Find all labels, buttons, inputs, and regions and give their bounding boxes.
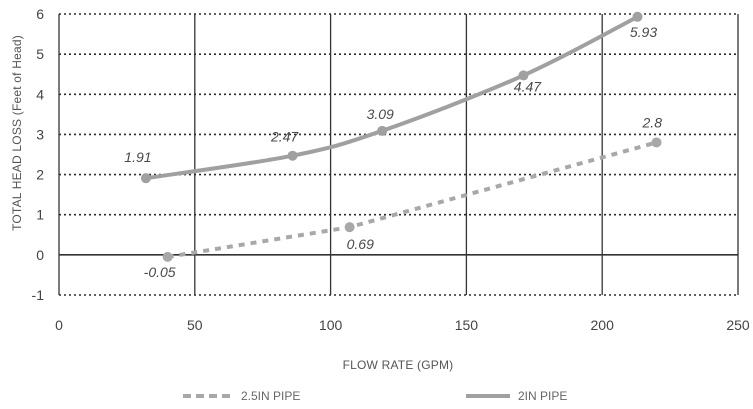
- data-label-2in-pipe-2: 3.09: [367, 106, 394, 122]
- y-tick-label-6: 6: [36, 6, 44, 22]
- data-label-2in-pipe-1: 2.47: [270, 129, 299, 145]
- x-tick-label-200: 200: [591, 317, 615, 333]
- grid: [58, 13, 739, 296]
- data-point-2in-pipe-4: [632, 11, 643, 22]
- series-layer: [140, 11, 662, 262]
- data-point-2-5in-pipe-2: [651, 137, 662, 148]
- data-point-2-5in-pipe-1: [344, 222, 355, 233]
- y-tick-label-0: 0: [36, 247, 44, 263]
- data-labels: -0.05 0.69 2.8 1.91 2.47 3.09 4.47 5.93: [124, 24, 662, 280]
- x-axis-title: FLOW RATE (GPM): [343, 358, 454, 372]
- data-label-2-5in-pipe-0: -0.05: [144, 264, 176, 280]
- y-tick-label-1: 1: [36, 207, 44, 223]
- data-point-2in-pipe-1: [287, 150, 298, 161]
- data-label-2in-pipe-0: 1.91: [124, 149, 151, 165]
- x-tick-label-250: 250: [726, 317, 750, 333]
- y-tick-label-3: 3: [36, 126, 44, 142]
- data-label-2-5in-pipe-2: 2.8: [642, 114, 663, 130]
- x-tick-label-50: 50: [187, 317, 203, 333]
- series-line-2-5in-pipe: [167, 140, 658, 259]
- x-tick-label-150: 150: [455, 317, 479, 333]
- y-tick-label-2: 2: [36, 167, 44, 183]
- data-label-2-5in-pipe-1: 0.69: [347, 236, 374, 252]
- data-point-2in-pipe-2: [377, 125, 388, 136]
- x-tick-label-100: 100: [319, 317, 343, 333]
- legend-label-2-5in-pipe: 2.5IN PIPE: [241, 389, 300, 403]
- data-point-2in-pipe-3: [518, 70, 529, 81]
- y-axis-title: TOTAL HEAD LOSS (Feet of Head): [10, 35, 24, 231]
- legend: 2.5IN PIPE 2IN PIPE: [183, 389, 567, 403]
- y-tick-label-1: -1: [32, 287, 45, 303]
- legend-label-2in-pipe: 2IN PIPE: [518, 389, 567, 403]
- y-tick-label-5: 5: [36, 46, 44, 62]
- series-line-2in-pipe: [145, 15, 639, 181]
- data-point-2-5in-pipe-0: [162, 251, 173, 262]
- tick-labels: -1 0 1 2 3 4 5 6 0 50 100 150 200 250: [32, 6, 750, 333]
- data-label-2in-pipe-3: 4.47: [514, 78, 542, 94]
- data-point-2in-pipe-0: [140, 173, 151, 184]
- x-tick-label-0: 0: [55, 317, 63, 333]
- y-tick-label-4: 4: [36, 86, 44, 102]
- data-label-2in-pipe-4: 5.93: [630, 24, 657, 40]
